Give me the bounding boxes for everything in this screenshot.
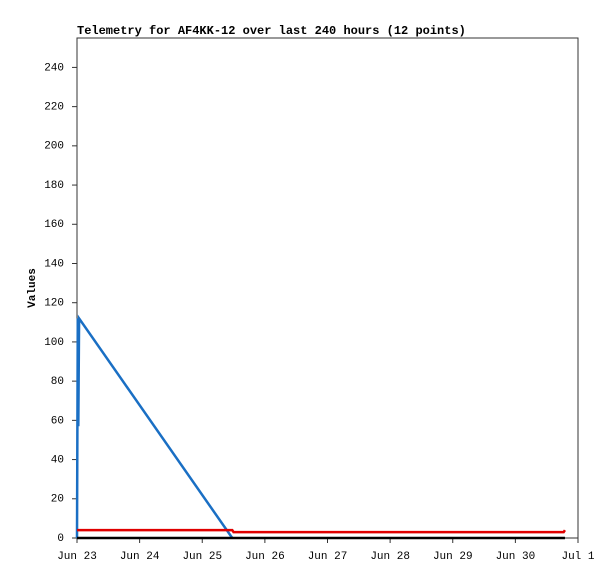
x-tick-label: Jun 25 [182, 551, 222, 563]
y-tick-label: 180 [44, 180, 64, 192]
y-tick-label: 120 [44, 298, 64, 310]
y-tick-label: 220 [44, 102, 64, 114]
x-tick-label: Jun 26 [245, 551, 285, 563]
x-tick-label: Jun 27 [308, 551, 348, 563]
y-tick-label: 40 [51, 454, 64, 466]
series-line [77, 528, 566, 534]
x-tick-label: Jun 30 [496, 551, 536, 563]
chart-title: Telemetry for AF4KK-12 over last 240 hou… [77, 24, 466, 38]
y-tick-label: 80 [51, 376, 64, 388]
x-tick-label: Jul 1 [561, 551, 594, 563]
x-tick-label: Jun 24 [120, 551, 160, 563]
y-tick-label: 20 [51, 494, 64, 506]
y-tick-label: 140 [44, 258, 64, 270]
y-tick-label: 0 [57, 533, 64, 545]
y-tick-label: 200 [44, 141, 64, 153]
y-tick-label: 160 [44, 219, 64, 231]
series-line [75, 314, 234, 539]
x-tick-label: Jun 29 [433, 551, 473, 563]
x-tick-label: Jun 23 [57, 551, 97, 563]
y-tick-label: 60 [51, 415, 64, 427]
x-tick-label: Jun 28 [370, 551, 410, 563]
y-axis-label: Values [27, 268, 39, 308]
y-tick-label: 240 [44, 62, 64, 74]
y-tick-label: 100 [44, 337, 64, 349]
